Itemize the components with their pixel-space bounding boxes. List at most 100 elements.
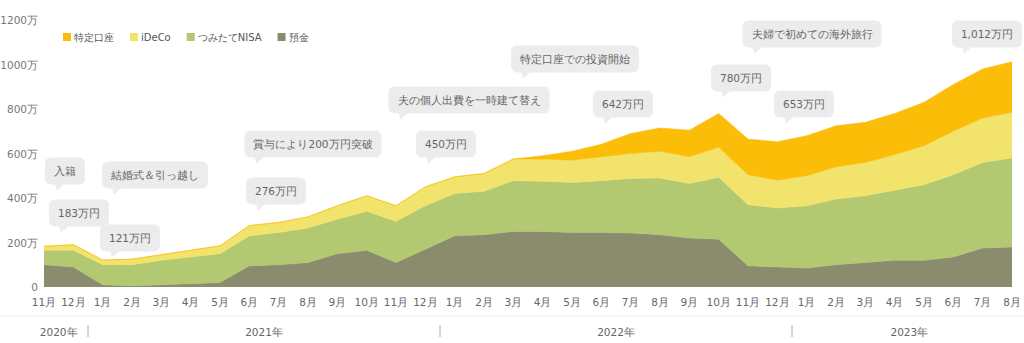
- y-tick-label: 1000万: [0, 59, 38, 71]
- annotation: 121万円: [109, 232, 151, 244]
- x-tick-label: 3月: [856, 296, 874, 308]
- x-tick-label: 12月: [765, 296, 789, 308]
- annotation: 276万円: [255, 185, 297, 197]
- callout-box: [952, 21, 1022, 48]
- callout: 夫婦で初めての海外旅行: [743, 21, 882, 54]
- callout-box: [246, 178, 306, 205]
- x-tick-label: 6月: [592, 296, 610, 308]
- y-tick: [41, 153, 44, 154]
- callout-tail: [254, 157, 264, 164]
- annotation: 夫の個人出費を一時建て替え: [398, 94, 541, 106]
- callout-box: [511, 46, 639, 73]
- callout: 入籍: [45, 158, 85, 191]
- callout: 276万円: [246, 178, 306, 211]
- callout-box: [389, 87, 550, 114]
- x-tick-label: 7月: [974, 296, 992, 308]
- callout: 賞与により200万円突破: [244, 131, 381, 164]
- year-label: 2021年: [245, 326, 283, 338]
- y-tick: [41, 20, 44, 21]
- chart: 0200万400万600万800万1000万1200万11月12月1月2月3月4…: [0, 0, 1024, 343]
- callout: 夫の個人出費を一時建て替え: [389, 87, 550, 120]
- x-tick-label: 8月: [651, 296, 669, 308]
- callout: 653万円: [774, 91, 834, 124]
- callout-tail: [110, 251, 120, 258]
- year-label: 2022年: [597, 326, 635, 338]
- x-tick-label: 1月: [94, 296, 112, 308]
- x-tick-label: 12月: [61, 296, 85, 308]
- x-tick-label: 8月: [299, 296, 317, 308]
- x-tick-label: 3月: [504, 296, 522, 308]
- callout-box: [774, 91, 834, 118]
- year-label: 2023年: [890, 326, 928, 338]
- annotation: 653万円: [783, 98, 825, 110]
- x-tick-label: 10月: [706, 296, 730, 308]
- y-axis: 0200万400万600万800万1000万1200万: [0, 14, 44, 293]
- callout-tail: [399, 113, 409, 120]
- x-tick-label: 6月: [944, 296, 962, 308]
- x-tick-label: 11月: [384, 296, 408, 308]
- x-tick-label: 1月: [798, 296, 816, 308]
- callout: 121万円: [100, 225, 160, 258]
- x-tick-label: 5月: [915, 296, 933, 308]
- annotation: 特定口座での投資開始: [520, 53, 630, 65]
- callout-box: [416, 131, 476, 158]
- x-tick-label: 2月: [827, 296, 845, 308]
- x-tick-label: 1月: [446, 296, 464, 308]
- x-tick-label: 7月: [622, 296, 640, 308]
- x-tick-label: 9月: [328, 296, 346, 308]
- y-tick: [41, 198, 44, 199]
- x-tick-label: 7月: [270, 296, 288, 308]
- callout-box: [711, 65, 771, 92]
- y-tick-label: 600万: [7, 148, 38, 160]
- legend-swatch: [130, 33, 138, 41]
- callout: 1,012万円: [952, 21, 1022, 54]
- callout-box: [244, 131, 381, 158]
- plot-area: [44, 62, 1012, 287]
- legend: 特定口座iDeCoつみたてNISA預金: [63, 32, 309, 43]
- callout: 780万円: [711, 65, 771, 98]
- annotation: 183万円: [58, 207, 100, 219]
- callout-box: [743, 21, 882, 48]
- x-tick-label: 4月: [182, 296, 200, 308]
- y-tick: [41, 287, 44, 288]
- annotations: 入籍183万円結婚式＆引っ越し121万円賞与により200万円突破276万円450…: [45, 21, 1022, 258]
- callout-tail: [721, 91, 731, 98]
- callout-tail: [753, 47, 763, 54]
- callout: 結婚式＆引っ越し: [102, 162, 208, 195]
- x-tick-label: 8月: [1003, 296, 1021, 308]
- callout-box: [100, 225, 160, 252]
- callout-tail: [784, 117, 794, 124]
- callout-tail: [256, 204, 266, 211]
- year-separator: [88, 325, 89, 337]
- area-series: [44, 62, 1012, 260]
- x-tick-label: 5月: [563, 296, 581, 308]
- callout-tail: [962, 47, 972, 54]
- year-row-line: [0, 316, 1024, 317]
- callout-box: [49, 200, 109, 227]
- callout-tail: [426, 157, 436, 164]
- legend-swatch: [187, 33, 195, 41]
- y-tick-label: 1200万: [0, 14, 38, 26]
- x-tick-label: 4月: [886, 296, 904, 308]
- y-tick-label: 0: [31, 281, 38, 293]
- legend-label: iDeCo: [141, 32, 171, 43]
- year-separator: [792, 325, 793, 337]
- x-tick-label: 2月: [123, 296, 141, 308]
- y-tick-label: 400万: [7, 192, 38, 204]
- annotation: 夫婦で初めての海外旅行: [752, 28, 873, 40]
- callout-box: [102, 162, 208, 189]
- year-label: 2020年: [40, 326, 78, 338]
- annotation: 賞与により200万円突破: [253, 138, 372, 150]
- legend-swatch: [63, 33, 71, 41]
- annotation: 結婚式＆引っ越し: [110, 169, 199, 181]
- callout-box: [45, 158, 85, 185]
- x-tick-label: 4月: [534, 296, 552, 308]
- callout: 特定口座での投資開始: [511, 46, 639, 79]
- x-tick-label: 12月: [413, 296, 437, 308]
- callout-tail: [521, 72, 531, 79]
- callout-tail: [59, 226, 69, 233]
- callout: 183万円: [49, 200, 109, 233]
- x-tick-label: 9月: [680, 296, 698, 308]
- annotation: 1,012万円: [961, 28, 1013, 40]
- x-tick-label: 10月: [354, 296, 378, 308]
